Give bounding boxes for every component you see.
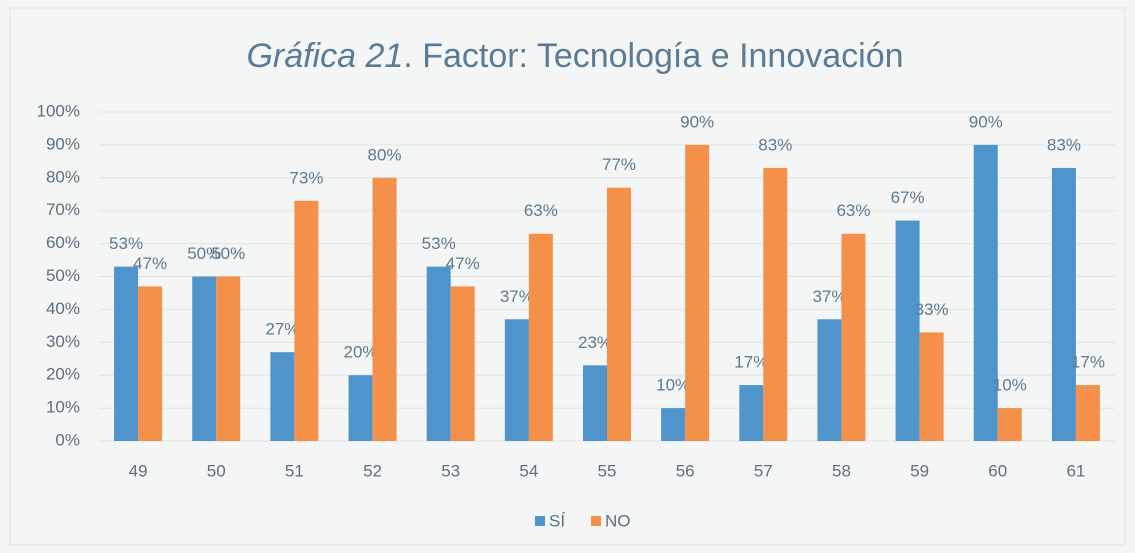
value-label: 53% [109, 234, 143, 253]
value-label: 10% [656, 376, 690, 395]
value-label: 47% [446, 254, 480, 273]
bar [763, 167, 788, 441]
value-label: 33% [915, 300, 949, 319]
value-label: 50% [187, 244, 221, 263]
value-label: 17% [734, 353, 768, 372]
y-tick-label: 30% [46, 332, 80, 351]
value-label: 63% [524, 201, 558, 220]
value-label: 83% [1047, 135, 1081, 154]
value-label: 63% [836, 201, 870, 220]
x-tick-label: 55 [598, 461, 617, 480]
x-tick-label: 51 [285, 461, 304, 480]
bar [504, 319, 529, 441]
x-tick-label: 57 [754, 461, 773, 480]
bar [114, 266, 139, 441]
x-tick-label: 58 [832, 461, 851, 480]
y-tick-label: 0% [55, 430, 80, 449]
title-part: . Factor: Tecnología e Innovación [403, 37, 903, 75]
legend-label: NO [605, 511, 631, 530]
bar [372, 177, 397, 442]
bar [919, 332, 944, 441]
y-tick-label: 40% [46, 299, 80, 318]
bar [348, 375, 373, 441]
bar [192, 276, 217, 441]
legend-swatch [535, 516, 545, 526]
bar [138, 286, 163, 441]
bar [685, 144, 710, 441]
x-tick-label: 60 [988, 461, 1007, 480]
x-tick-label: 54 [519, 461, 538, 480]
y-tick-label: 50% [46, 266, 80, 285]
bar [528, 233, 553, 441]
legend-label: SÍ [549, 511, 565, 530]
bar [450, 286, 475, 441]
legend-swatch [591, 516, 601, 526]
y-tick-label: 100% [37, 101, 80, 120]
value-label: 77% [602, 155, 636, 174]
title-part: Gráfica 21 [246, 37, 403, 75]
bar [1075, 385, 1100, 441]
y-tick-label: 60% [46, 233, 80, 252]
value-label: 37% [500, 287, 534, 306]
value-label: 27% [265, 320, 299, 339]
bar [216, 276, 241, 441]
value-label: 67% [891, 188, 925, 207]
x-tick-label: 50 [207, 461, 226, 480]
value-label: 50% [211, 244, 245, 263]
bar [270, 352, 295, 441]
value-label: 37% [812, 287, 846, 306]
bar [817, 319, 842, 441]
y-tick-label: 70% [46, 200, 80, 219]
bar [661, 408, 686, 441]
y-tick-label: 80% [46, 167, 80, 186]
x-tick-label: 49 [129, 461, 148, 480]
bar [997, 408, 1022, 441]
value-label: 10% [993, 376, 1027, 395]
x-tick-label: 56 [676, 461, 695, 480]
bar [973, 144, 998, 441]
bar [1051, 167, 1076, 441]
x-tick-label: 61 [1066, 461, 1085, 480]
value-label: 20% [344, 343, 378, 362]
value-label: 90% [680, 112, 714, 131]
x-tick-label: 52 [363, 461, 382, 480]
y-tick-label: 90% [46, 134, 80, 153]
x-tick-label: 59 [910, 461, 929, 480]
bar [583, 365, 607, 441]
value-label: 47% [133, 254, 167, 273]
value-label: 53% [422, 234, 456, 253]
value-label: 73% [289, 168, 323, 187]
bar [739, 385, 764, 441]
x-tick-label: 53 [441, 461, 460, 480]
value-label: 83% [758, 135, 792, 154]
y-tick-label: 10% [46, 398, 80, 417]
bar [841, 233, 866, 441]
chart-title: Gráfica 21. Factor: Tecnología e Innovac… [246, 37, 903, 75]
value-label: 90% [969, 112, 1003, 131]
bar [426, 266, 451, 441]
y-tick-label: 20% [46, 365, 80, 384]
value-label: 80% [368, 145, 402, 164]
bar [607, 187, 631, 441]
value-label: 17% [1071, 353, 1105, 372]
bar [895, 220, 920, 441]
bar [294, 200, 319, 441]
value-label: 23% [578, 333, 612, 352]
